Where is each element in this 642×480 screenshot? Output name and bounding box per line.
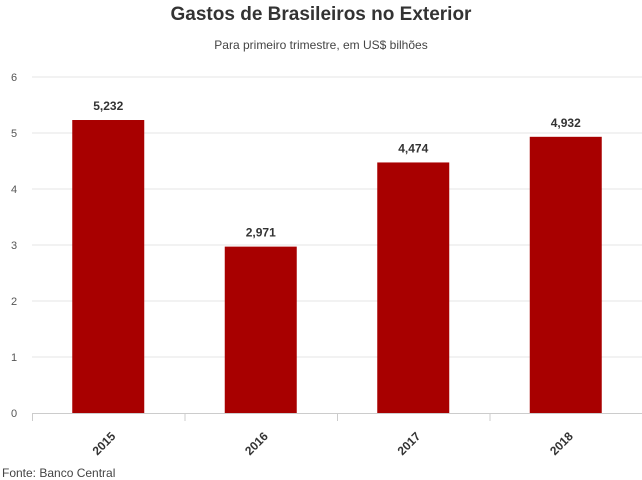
x-tick-label-2017: 2017 xyxy=(395,429,424,458)
data-label-2018: 4,932 xyxy=(551,116,581,130)
x-axis: 2015 2016 2017 2018 xyxy=(32,413,642,458)
bar-2016 xyxy=(224,246,297,413)
y-tick-label: 3 xyxy=(11,240,17,252)
y-tick-label: 4 xyxy=(11,184,17,196)
data-labels: 5,232 2,971 4,474 4,932 xyxy=(93,99,581,240)
source-note: Fonte: Banco Central xyxy=(2,466,116,480)
bars xyxy=(72,120,602,414)
y-tick-label: 2 xyxy=(11,296,17,308)
bar-2018 xyxy=(529,136,602,414)
data-label-2015: 5,232 xyxy=(93,99,123,113)
data-label-2017: 4,474 xyxy=(398,141,428,155)
y-tick-label: 6 xyxy=(11,72,17,84)
x-tick-label-2018: 2018 xyxy=(547,429,576,458)
data-label-2016: 2,971 xyxy=(246,226,276,240)
bar-2017 xyxy=(377,162,450,413)
y-tick-label: 0 xyxy=(11,408,17,420)
x-tick-label-2015: 2015 xyxy=(90,429,119,458)
bar-2015 xyxy=(72,120,145,414)
y-tick-label: 5 xyxy=(11,128,17,140)
y-axis-ticks: 0 1 2 3 4 5 6 xyxy=(11,72,17,420)
y-tick-label: 1 xyxy=(11,352,17,364)
chart-title: Gastos de Brasileiros no Exterior xyxy=(170,4,472,25)
chart-subtitle: Para primeiro trimestre, em US$ bilhões xyxy=(214,38,428,52)
x-tick-label-2016: 2016 xyxy=(242,429,271,458)
